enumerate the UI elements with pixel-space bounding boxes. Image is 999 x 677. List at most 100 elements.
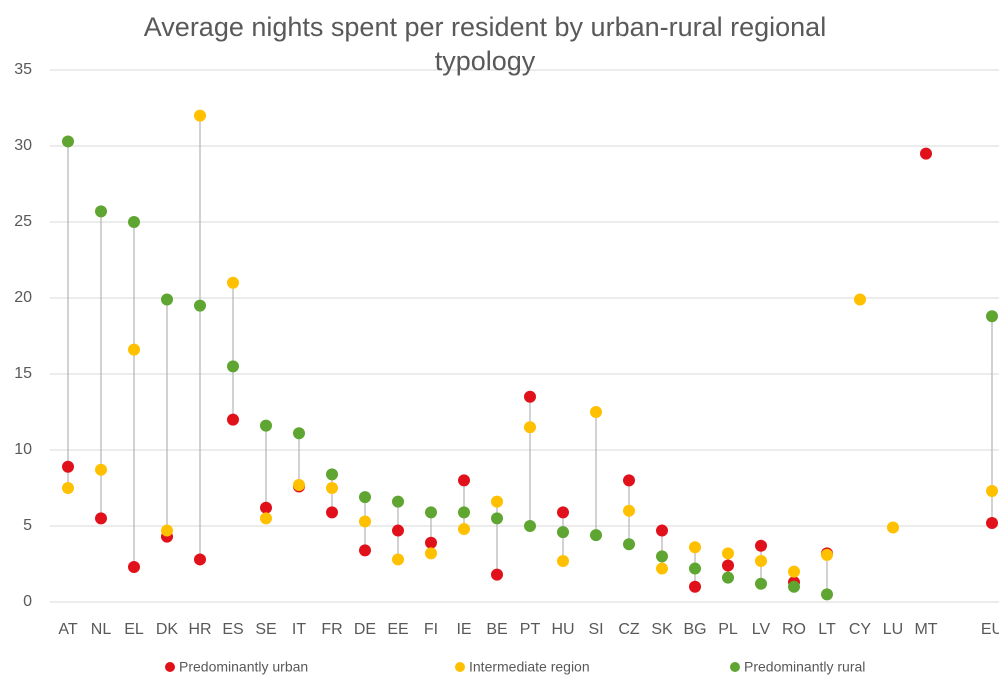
x-tick-label: SE [255,621,276,638]
data-point [623,474,635,487]
x-tick-label: SK [651,621,673,638]
data-point [887,521,899,534]
data-point [821,588,833,601]
x-tick-label: CY [849,621,872,638]
x-tick-label: CZ [618,621,640,638]
data-point [194,553,206,566]
data-point [557,506,569,519]
data-point [128,343,140,356]
x-tick-label: LU [883,621,903,638]
x-tick-label: IT [292,621,306,638]
data-point [821,548,833,561]
x-tick-label: ES [222,621,243,638]
y-tick-label: 5 [23,517,32,534]
data-point [755,577,767,590]
data-point [425,547,437,560]
data-point [623,504,635,517]
x-tick-label: DE [354,621,376,638]
data-point [161,524,173,537]
data-point [392,495,404,508]
data-point [656,550,668,563]
data-point [62,135,74,148]
x-tick-label: SI [588,621,603,638]
data-point [590,406,602,418]
legend-marker [730,662,740,672]
x-tick-label: FR [321,621,342,638]
chart-title: Average nights spent per resident by urb… [143,12,827,76]
data-point [854,293,866,306]
data-point [95,463,107,476]
legend-marker [455,662,465,672]
data-point [557,526,569,539]
x-tick-label: RO [782,621,806,638]
data-point [458,506,470,519]
x-tick-label: MT [914,621,937,638]
data-point [326,506,338,519]
data-point [491,512,503,525]
data-point [95,205,107,218]
x-tick-label: PT [520,621,541,638]
data-point [722,547,734,560]
data-point [986,310,998,323]
data-point [194,109,206,122]
legend-label: Intermediate region [469,659,590,675]
x-tick-label: AT [58,621,77,638]
legend-marker [165,662,175,672]
y-tick-label: 30 [14,137,32,154]
data-point [491,568,503,581]
data-point [524,421,536,434]
data-point [458,474,470,487]
data-point [788,580,800,593]
data-point [194,299,206,312]
data-point [458,523,470,536]
data-point [359,515,371,528]
x-tick-label: IE [456,621,471,638]
y-tick-label: 10 [14,441,32,458]
y-tick-label: 20 [14,289,32,306]
data-point [359,544,371,557]
data-point [920,147,932,160]
x-tick-label: EU [981,621,999,638]
data-point [722,559,734,572]
data-point [425,536,437,549]
data-point [524,520,536,532]
data-point [293,427,305,440]
y-tick-label: 0 [23,593,32,610]
data-point [392,524,404,537]
legend-label: Predominantly rural [744,659,865,675]
data-point [260,419,272,432]
data-point [656,562,668,575]
y-tick-label: 35 [14,61,32,78]
data-point [227,360,239,373]
data-point [95,512,107,525]
x-tick-label: HU [551,621,574,638]
x-tick-label: NL [91,621,112,638]
data-point [623,538,635,551]
y-tick-label: 25 [14,213,32,230]
x-tick-label: FI [424,621,438,638]
x-tick-label: BE [486,621,507,638]
legend-label: Predominantly urban [179,659,308,675]
data-point [326,482,338,494]
x-tick-label: LV [752,621,771,638]
data-point [392,553,404,566]
data-point [722,571,734,584]
data-point [62,460,74,473]
data-point [260,501,272,514]
y-tick-label: 15 [14,365,32,382]
data-point [524,390,536,403]
x-tick-label: EE [387,621,408,638]
data-point [359,491,371,504]
data-point [755,554,767,567]
data-point [689,541,701,554]
data-point [227,276,239,289]
data-point [62,482,74,494]
data-point [557,554,569,567]
x-tick-label: PL [718,621,738,638]
data-point [326,468,338,481]
data-point [425,506,437,519]
data-point [227,413,239,426]
data-point [128,561,140,574]
